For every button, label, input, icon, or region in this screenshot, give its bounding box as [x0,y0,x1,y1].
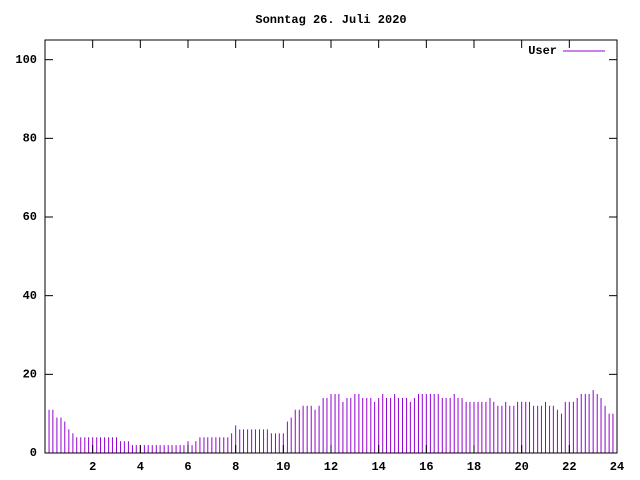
x-tick-label: 10 [276,460,290,474]
x-tick-label: 12 [324,460,338,474]
y-tick-label: 20 [23,368,37,382]
x-tick-label: 16 [419,460,433,474]
x-tick-label: 2 [89,460,96,474]
y-tick-label: 0 [30,446,37,460]
x-tick-label: 8 [232,460,239,474]
x-tick-label: 24 [610,460,624,474]
y-tick-label: 80 [23,132,37,146]
legend-label: User [528,44,557,58]
y-tick-label: 60 [23,210,37,224]
x-tick-label: 14 [371,460,385,474]
y-tick-label: 40 [23,289,37,303]
x-tick-label: 22 [562,460,576,474]
x-tick-label: 4 [137,460,144,474]
chart-title: Sonntag 26. Juli 2020 [255,13,406,27]
x-tick-label: 20 [514,460,528,474]
y-tick-label: 100 [15,53,37,67]
x-tick-label: 6 [184,460,191,474]
x-tick-label: 18 [467,460,481,474]
